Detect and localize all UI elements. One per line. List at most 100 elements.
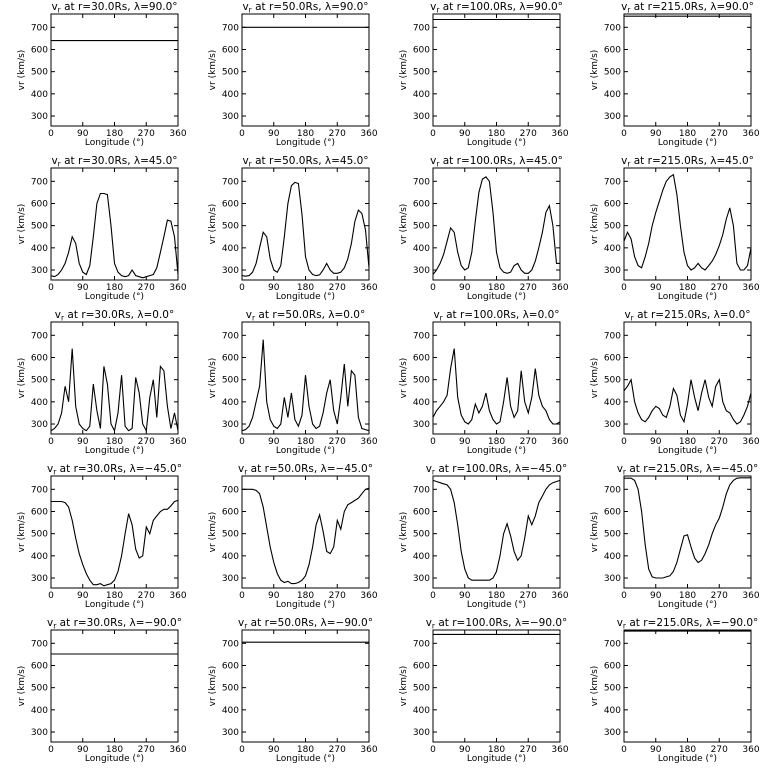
y-tick-label: 400 — [604, 706, 621, 716]
y-tick-label: 300 — [31, 266, 48, 276]
panel-title: vr at r=50.0Rs, λ=−45.0° — [238, 463, 373, 477]
y-tick-label: 300 — [604, 574, 621, 584]
panel-title: vr at r=100.0Rs, λ=0.0° — [433, 309, 559, 323]
panel-title: vr at r=215.0Rs, λ=90.0° — [621, 1, 754, 15]
x-tick-label: 360 — [169, 591, 186, 601]
x-tick-label: 270 — [520, 283, 537, 293]
y-tick-label: 500 — [413, 222, 430, 232]
y-tick-label: 700 — [31, 177, 48, 187]
plot-frame — [50, 629, 179, 743]
y-tick-label: 600 — [604, 353, 621, 363]
x-tick-label: 360 — [742, 437, 759, 447]
x-tick-label: 180 — [106, 283, 123, 293]
y-tick-label: 700 — [413, 331, 430, 341]
y-tick-label: 500 — [413, 376, 430, 386]
y-axis-label: vr (km/s) — [208, 204, 218, 245]
x-tick-label: 180 — [679, 591, 696, 601]
x-tick-label: 180 — [297, 745, 314, 755]
x-tick-label: 90 — [77, 745, 89, 755]
vr-series-line — [241, 181, 370, 277]
panel-title: vr at r=215.0Rs, λ=0.0° — [624, 309, 750, 323]
x-tick-label: 360 — [742, 745, 759, 755]
x-tick-label: 270 — [138, 129, 155, 139]
plot-frame — [241, 13, 370, 127]
x-axis-label: Longitude (°) — [467, 754, 526, 764]
panel-12: vr at r=215.0Rs, λ=0.0° 0 90 180 270 360 300 40… — [590, 309, 760, 456]
y-tick-label: 500 — [222, 68, 239, 78]
plot-frame — [432, 629, 561, 743]
vr-series-line — [432, 348, 561, 425]
plot-frame — [432, 167, 561, 281]
plot-frame — [50, 475, 179, 589]
panel-5: vr at r=30.0Rs, λ=45.0° 0 90 180 270 360 300 40… — [17, 155, 187, 302]
panel-title: vr at r=215.0Rs, λ=−90.0° — [617, 617, 759, 631]
vr-series-line — [241, 339, 370, 432]
panel-title: vr at r=30.0Rs, λ=−45.0° — [47, 463, 182, 477]
panel-8: vr at r=215.0Rs, λ=45.0° 0 90 180 270 360 300 4… — [590, 155, 760, 302]
y-tick-label: 600 — [604, 199, 621, 209]
x-tick-label: 270 — [711, 437, 728, 447]
x-tick-label: 360 — [551, 283, 568, 293]
x-tick-label: 360 — [742, 129, 759, 139]
vr-series-line — [242, 487, 370, 585]
x-tick-label: 0 — [239, 437, 245, 447]
y-tick-label: 700 — [413, 177, 430, 187]
y-tick-label: 700 — [604, 23, 621, 33]
x-tick-label: 0 — [430, 437, 436, 447]
plot-frame — [50, 13, 179, 127]
x-tick-label: 360 — [551, 437, 568, 447]
x-tick-label: 360 — [742, 591, 759, 601]
plot-frame — [241, 167, 370, 281]
x-tick-label: 0 — [621, 591, 627, 601]
y-tick-label: 400 — [413, 552, 430, 562]
y-axis-label: vr (km/s) — [590, 358, 600, 399]
x-tick-label: 0 — [430, 283, 436, 293]
x-axis-label: Longitude (°) — [658, 138, 717, 148]
x-tick-label: 90 — [459, 591, 471, 601]
y-tick-label: 300 — [604, 112, 621, 122]
x-tick-label: 270 — [711, 745, 728, 755]
panel-title: vr at r=100.0Rs, λ=90.0° — [430, 1, 563, 15]
y-tick-label: 700 — [604, 485, 621, 495]
panel-11: vr at r=100.0Rs, λ=0.0° 0 90 180 270 360 300 40… — [399, 309, 569, 456]
x-axis-label: Longitude (°) — [467, 600, 526, 610]
y-tick-label: 700 — [604, 331, 621, 341]
y-tick-label: 300 — [413, 112, 430, 122]
y-tick-label: 400 — [222, 398, 239, 408]
vr-series-line — [50, 192, 179, 279]
y-tick-label: 500 — [222, 376, 239, 386]
x-tick-label: 360 — [360, 745, 377, 755]
plot-frame — [432, 321, 561, 435]
x-axis-label: Longitude (°) — [467, 138, 526, 148]
x-tick-label: 90 — [268, 283, 280, 293]
y-tick-label: 600 — [413, 199, 430, 209]
x-axis-label: Longitude (°) — [467, 292, 526, 302]
x-tick-label: 360 — [169, 437, 186, 447]
x-tick-label: 90 — [459, 129, 471, 139]
x-tick-label: 180 — [488, 283, 505, 293]
panel-title: vr at r=50.0Rs, λ=90.0° — [242, 1, 368, 15]
x-tick-label: 270 — [329, 437, 346, 447]
x-axis-label: Longitude (°) — [85, 754, 144, 764]
x-tick-label: 180 — [679, 437, 696, 447]
x-tick-label: 90 — [650, 283, 662, 293]
x-tick-label: 0 — [48, 437, 54, 447]
y-tick-label: 500 — [222, 530, 239, 540]
y-tick-label: 300 — [413, 728, 430, 738]
y-tick-label: 600 — [222, 199, 239, 209]
y-tick-label: 300 — [413, 420, 430, 430]
x-tick-label: 0 — [430, 591, 436, 601]
y-tick-label: 600 — [413, 353, 430, 363]
x-tick-label: 270 — [329, 283, 346, 293]
panel-19: vr at r=100.0Rs, λ=−90.0° 0 90 180 270 360 300… — [399, 617, 569, 764]
x-tick-label: 180 — [106, 129, 123, 139]
x-tick-label: 0 — [239, 129, 245, 139]
x-tick-label: 270 — [329, 591, 346, 601]
y-tick-label: 600 — [31, 507, 48, 517]
panel-10: vr at r=50.0Rs, λ=0.0° 0 90 180 270 360 300 400… — [208, 309, 378, 456]
y-tick-label: 300 — [413, 574, 430, 584]
x-tick-label: 0 — [621, 745, 627, 755]
x-axis-label: Longitude (°) — [658, 446, 717, 456]
y-tick-label: 300 — [413, 266, 430, 276]
panel-18: vr at r=50.0Rs, λ=−90.0° 0 90 180 270 360 300 4… — [208, 617, 378, 764]
